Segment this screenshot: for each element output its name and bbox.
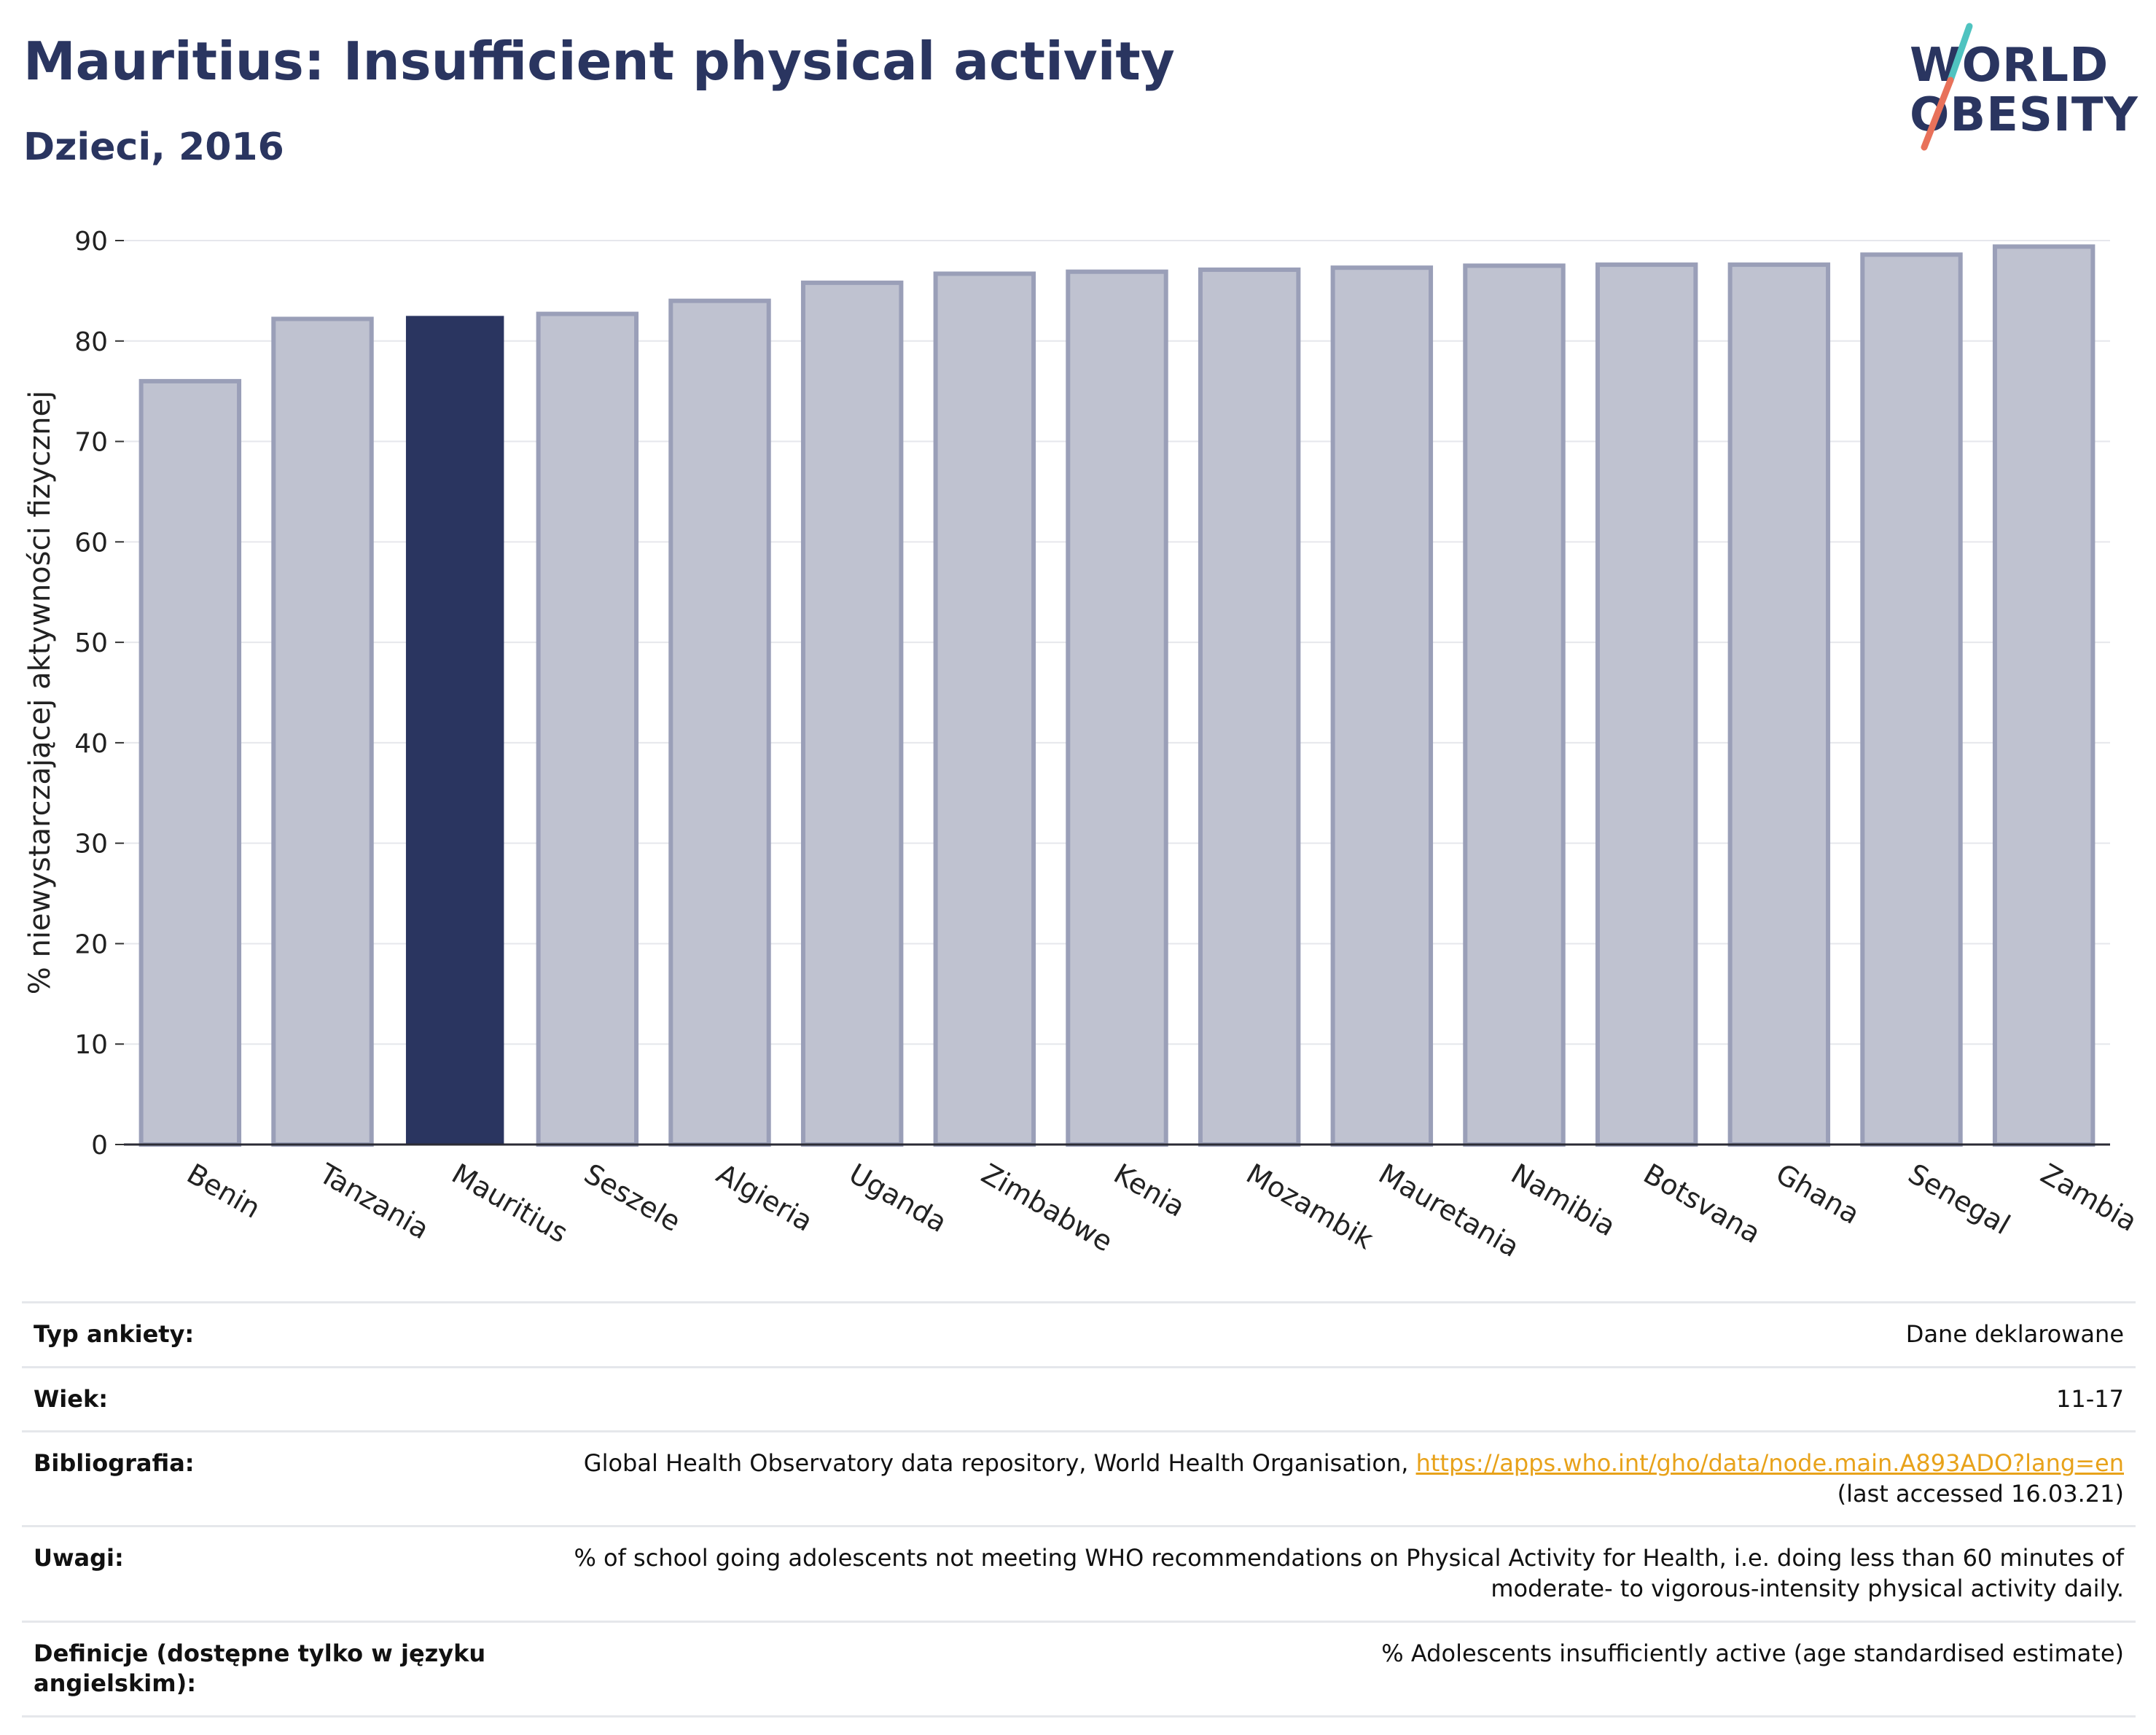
x-tick-label: Seszele: [579, 1158, 686, 1238]
x-tick-label: Mozambik: [1241, 1158, 1378, 1256]
y-tick-label: 90: [74, 227, 108, 257]
bar-benin: [138, 378, 242, 1147]
info-value: Global Health Observatory data repositor…: [512, 1430, 2136, 1528]
x-axis-labels: Benin Tanzania Mauritius Seszele Algieria Uga…: [181, 1157, 2142, 1263]
y-tick-label: 20: [74, 929, 108, 959]
bars: [138, 244, 2096, 1147]
last-accessed-text: (last accessed 16.03.21): [1837, 1479, 2124, 1508]
bar-namibia: [1463, 263, 1566, 1147]
x-tick-label: Zambia: [2035, 1158, 2142, 1238]
bar-ghana: [1727, 262, 1831, 1147]
info-key: Typ ankiety:: [22, 1301, 512, 1368]
x-tick-label: Mauritius: [446, 1158, 573, 1249]
y-tick-label: 30: [74, 830, 108, 859]
y-tick-label: 60: [74, 528, 108, 558]
page-subtitle: Dzieci, 2016: [23, 125, 284, 169]
bar-mauretania: [1330, 265, 1434, 1147]
world-obesity-logo: WORLD OBESITY: [1902, 22, 2143, 153]
x-tick-label: Benin: [181, 1158, 266, 1225]
info-row-bibliography: Bibliografia: Global Health Observatory …: [22, 1430, 2136, 1528]
y-tick-label: 10: [74, 1030, 108, 1060]
y-axis-ticks: 0 10 20 30 40 50 60 70 80 90: [74, 227, 124, 1161]
bar-chart: 0 10 20 30 40 50 60 70 80 90 Benin Tanzania Mauriti…: [23, 227, 2142, 1263]
x-tick-label: Algieria: [711, 1158, 819, 1238]
x-tick-label: Mauretania: [1373, 1158, 1525, 1263]
x-tick-label: Uganda: [843, 1158, 952, 1239]
info-value: Dane deklarowane: [512, 1301, 2136, 1368]
bar-mozambik: [1198, 267, 1301, 1147]
bar-zambia: [1992, 244, 2096, 1147]
info-row-notes: Uwagi: % of school going adolescents not…: [22, 1525, 2136, 1623]
x-tick-label: Senegal: [1903, 1158, 2015, 1241]
x-tick-label: Tanzania: [313, 1157, 434, 1245]
logo-text-line1: WORLD: [1910, 39, 2109, 93]
bar-seszele: [536, 311, 639, 1147]
y-tick-label: 50: [74, 628, 108, 658]
info-value: % of school going adolescents not meetin…: [512, 1525, 2136, 1623]
info-value: 11-17: [512, 1365, 2136, 1433]
bar-mauritius: [405, 316, 504, 1145]
info-key: Uwagi:: [22, 1525, 512, 1623]
info-key: Bibliografia:: [22, 1430, 512, 1528]
logo-slash-icon: [1921, 23, 1973, 151]
bibliography-text: Global Health Observatory data repositor…: [583, 1449, 1416, 1478]
info-key: Wiek:: [22, 1365, 512, 1433]
info-key: Definicje (dostępne tylko w języku angie…: [22, 1620, 512, 1718]
info-row-definitions: Definicje (dostępne tylko w języku angie…: [22, 1620, 2136, 1718]
y-tick-label: 80: [74, 327, 108, 357]
y-tick-label: 0: [91, 1131, 108, 1161]
bar-uganda: [800, 280, 904, 1147]
x-tick-label: Ghana: [1770, 1158, 1865, 1231]
bar-kenia: [1066, 269, 1168, 1147]
y-tick-label: 70: [74, 428, 108, 458]
x-tick-label: Namibia: [1506, 1158, 1621, 1243]
y-tick-label: 40: [74, 729, 108, 759]
bar-zimbabwe: [933, 271, 1036, 1147]
bar-senegal: [1860, 252, 1963, 1147]
bar-tanzania: [271, 316, 374, 1147]
bar-botsvana: [1595, 262, 1698, 1147]
y-axis-label: % niewystarczającej aktywności fizycznej: [23, 391, 57, 995]
logo-text-line2: OBESITY: [1910, 88, 2139, 142]
page-title: Mauritius: Insufficient physical activit…: [23, 31, 1175, 92]
info-table: Typ ankiety: Dane deklarowane Wiek: 11-1…: [22, 1301, 2136, 1718]
x-tick-label: Kenia: [1109, 1158, 1190, 1223]
x-tick-label: Zimbabwe: [976, 1158, 1118, 1258]
source-link[interactable]: https://apps.who.int/gho/data/node.main.…: [1415, 1449, 2124, 1478]
info-row-survey-type: Typ ankiety: Dane deklarowane: [22, 1301, 2136, 1368]
x-tick-label: Botsvana: [1638, 1158, 1765, 1250]
info-value: % Adolescents insufficiently active (age…: [512, 1620, 2136, 1718]
bar-algieria: [668, 298, 771, 1147]
info-row-age: Wiek: 11-17: [22, 1365, 2136, 1433]
